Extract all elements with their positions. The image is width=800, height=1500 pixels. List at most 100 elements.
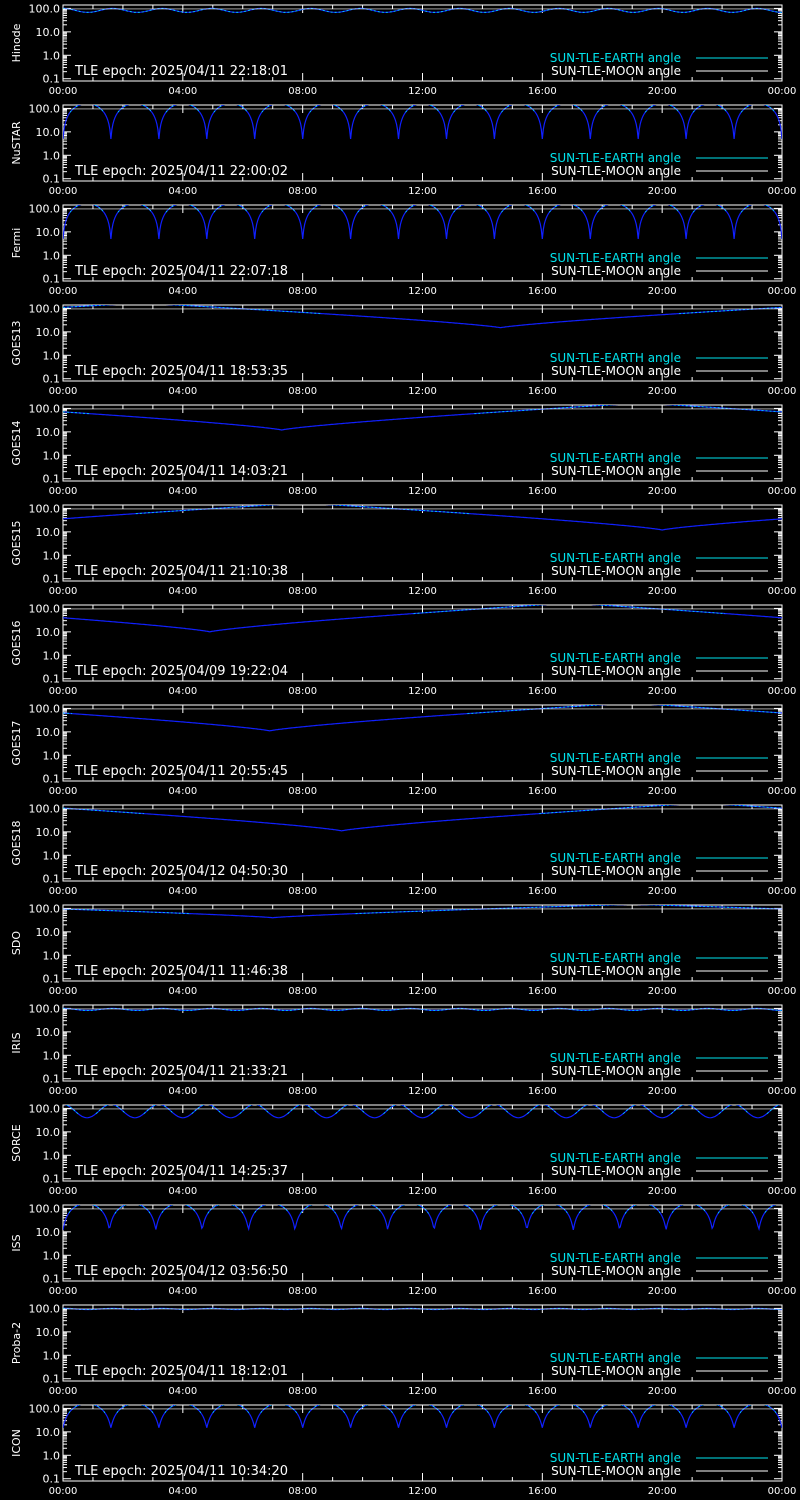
series-sun-earth-highlight bbox=[679, 307, 782, 314]
x-tick-label: 00:00 bbox=[768, 186, 797, 197]
y-tick-label: 0.1 bbox=[43, 1273, 61, 1286]
y-tick-label: 0.1 bbox=[43, 473, 61, 486]
legend-sun-earth-label: SUN-TLE-EARTH angle bbox=[550, 651, 681, 665]
x-tick-label: 00:00 bbox=[49, 1186, 78, 1197]
y-tick-label: 0.1 bbox=[43, 1073, 61, 1086]
series-sun-earth-highlight bbox=[547, 1405, 585, 1414]
satellite-label: ISS bbox=[10, 1234, 23, 1251]
series-group bbox=[63, 505, 782, 531]
x-tick-label: 12:00 bbox=[408, 886, 437, 897]
epoch-text: TLE epoch: 2025/04/11 10:34:20 bbox=[74, 1464, 288, 1479]
epoch-text: TLE epoch: 2025/04/11 22:00:02 bbox=[74, 164, 288, 179]
epoch-text: TLE epoch: 2025/04/11 20:55:45 bbox=[74, 764, 288, 779]
chart-svg: 100.010.01.00.100:00 04:00 08:00 12:00 16:00… bbox=[10, 102, 797, 197]
chart-svg: 100.010.01.00.100:00 04:00 08:00 12:00 16:00… bbox=[10, 902, 797, 997]
satellite-label: Hinode bbox=[10, 23, 23, 62]
epoch-text: TLE epoch: 2025/04/11 14:25:37 bbox=[74, 1164, 288, 1179]
x-tick-label: 04:00 bbox=[168, 86, 197, 97]
series-sun-earth-highlight bbox=[431, 1105, 462, 1114]
y-tick-label: 1.0 bbox=[43, 149, 61, 162]
x-tick-label: 12:00 bbox=[408, 286, 437, 297]
x-tick-label: 00:00 bbox=[49, 486, 78, 497]
y-tick-label: 0.1 bbox=[43, 1173, 61, 1186]
legend-sun-moon-label: SUN-TLE-MOON angle bbox=[551, 1364, 681, 1378]
satellite-label: Fermi bbox=[10, 228, 23, 259]
x-tick-label: 20:00 bbox=[648, 1386, 677, 1397]
x-tick-label: 16:00 bbox=[528, 1286, 557, 1297]
x-tick-label: 12:00 bbox=[408, 1186, 437, 1197]
x-tick-label: 20:00 bbox=[648, 1086, 677, 1097]
y-tick-label: 0.1 bbox=[43, 173, 61, 186]
epoch-text: TLE epoch: 2025/04/11 22:07:18 bbox=[74, 264, 288, 279]
y-tick-label: 1.0 bbox=[43, 849, 61, 862]
y-tick-label: 1.0 bbox=[43, 749, 61, 762]
x-tick-label: 00:00 bbox=[49, 786, 78, 797]
y-tick-label: 100.0 bbox=[29, 402, 61, 415]
series-sun-earth-highlight bbox=[643, 1405, 681, 1414]
y-tick-label: 0.1 bbox=[43, 673, 61, 686]
series-sun-earth-highlight bbox=[63, 1007, 782, 1011]
x-tick-label: 16:00 bbox=[528, 186, 557, 197]
legend-sun-moon-label: SUN-TLE-MOON angle bbox=[551, 164, 681, 178]
series-group bbox=[63, 1307, 782, 1311]
y-tick-label: 10.0 bbox=[36, 1326, 61, 1339]
x-tick-label: 16:00 bbox=[528, 86, 557, 97]
y-tick-label: 0.1 bbox=[43, 73, 61, 86]
x-tick-label: 16:00 bbox=[528, 1486, 557, 1497]
legend-sun-earth-label: SUN-TLE-EARTH angle bbox=[550, 1151, 681, 1165]
y-tick-label: 100.0 bbox=[29, 702, 61, 715]
x-tick-label: 04:00 bbox=[168, 286, 197, 297]
legend-sun-earth-label: SUN-TLE-EARTH angle bbox=[550, 351, 681, 365]
series-sun-earth-highlight bbox=[764, 1205, 776, 1213]
satellite-label: GOES13 bbox=[10, 320, 23, 365]
panel-goes14: 100.0 10.0 1.0 0.1 00:00 04:00 08:00 12:00 16:00… bbox=[0, 400, 800, 500]
x-tick-label: 08:00 bbox=[288, 386, 317, 397]
y-tick-label: 100.0 bbox=[29, 602, 61, 615]
x-tick-label: 04:00 bbox=[168, 1186, 197, 1197]
x-tick-label: 04:00 bbox=[168, 786, 197, 797]
y-tick-label: 0.1 bbox=[43, 1373, 61, 1386]
epoch-text: TLE epoch: 2025/04/11 14:03:21 bbox=[74, 464, 288, 479]
y-tick-label: 10.0 bbox=[36, 1126, 61, 1139]
x-tick-label: 04:00 bbox=[168, 386, 197, 397]
x-tick-label: 12:00 bbox=[408, 986, 437, 997]
y-tick-label: 1.0 bbox=[43, 449, 61, 462]
x-tick-label: 20:00 bbox=[648, 386, 677, 397]
series-sun-earth-highlight bbox=[335, 1105, 366, 1114]
x-tick-label: 08:00 bbox=[288, 1186, 317, 1197]
y-tick-label: 1.0 bbox=[43, 549, 61, 562]
y-tick-label: 100.0 bbox=[29, 1202, 61, 1215]
y-tick-label: 10.0 bbox=[36, 926, 61, 939]
epoch-text: TLE epoch: 2025/04/09 19:22:04 bbox=[74, 664, 288, 679]
legend-sun-earth-label: SUN-TLE-EARTH angle bbox=[550, 1251, 681, 1265]
x-tick-label: 00:00 bbox=[768, 986, 797, 997]
x-tick-label: 08:00 bbox=[288, 786, 317, 797]
y-tick-label: 10.0 bbox=[36, 126, 61, 139]
series-sun-earth-highlight bbox=[254, 1205, 290, 1213]
panel-hinode: 100.0 10.0 1.0 0.1 00:00 04:00 08:00 12:00 16:00… bbox=[0, 0, 800, 100]
legend-sun-moon-label: SUN-TLE-MOON angle bbox=[551, 364, 681, 378]
series-sun-earth-highlight bbox=[143, 1105, 175, 1114]
x-tick-label: 04:00 bbox=[168, 686, 197, 697]
y-tick-label: 0.1 bbox=[43, 773, 61, 786]
y-tick-label: 10.0 bbox=[36, 526, 61, 539]
epoch-text: TLE epoch: 2025/04/11 22:18:01 bbox=[74, 64, 288, 79]
series-sun-earth-highlight bbox=[65, 1105, 79, 1114]
legend-sun-earth-label: SUN-TLE-EARTH angle bbox=[550, 1451, 681, 1465]
satellite-label: GOES17 bbox=[10, 720, 23, 765]
y-tick-label: 1.0 bbox=[43, 649, 61, 662]
y-tick-label: 0.1 bbox=[43, 273, 61, 286]
x-tick-label: 08:00 bbox=[288, 886, 317, 897]
x-tick-label: 08:00 bbox=[288, 186, 317, 197]
y-tick-label: 0.1 bbox=[43, 873, 61, 886]
x-tick-label: 12:00 bbox=[408, 686, 437, 697]
satellite-label: Proba-2 bbox=[10, 1322, 23, 1364]
x-tick-label: 12:00 bbox=[408, 386, 437, 397]
series-sun-earth-highlight bbox=[691, 1405, 729, 1414]
series-sun-earth-highlight bbox=[63, 908, 190, 915]
panel-iss: 100.0 10.0 1.0 0.1 00:00 04:00 08:00 12:00 16:00… bbox=[0, 1200, 800, 1300]
x-tick-label: 08:00 bbox=[288, 486, 317, 497]
x-tick-label: 16:00 bbox=[528, 1086, 557, 1097]
series-sun-earth-highlight bbox=[527, 1105, 558, 1114]
y-tick-label: 100.0 bbox=[29, 2, 61, 15]
